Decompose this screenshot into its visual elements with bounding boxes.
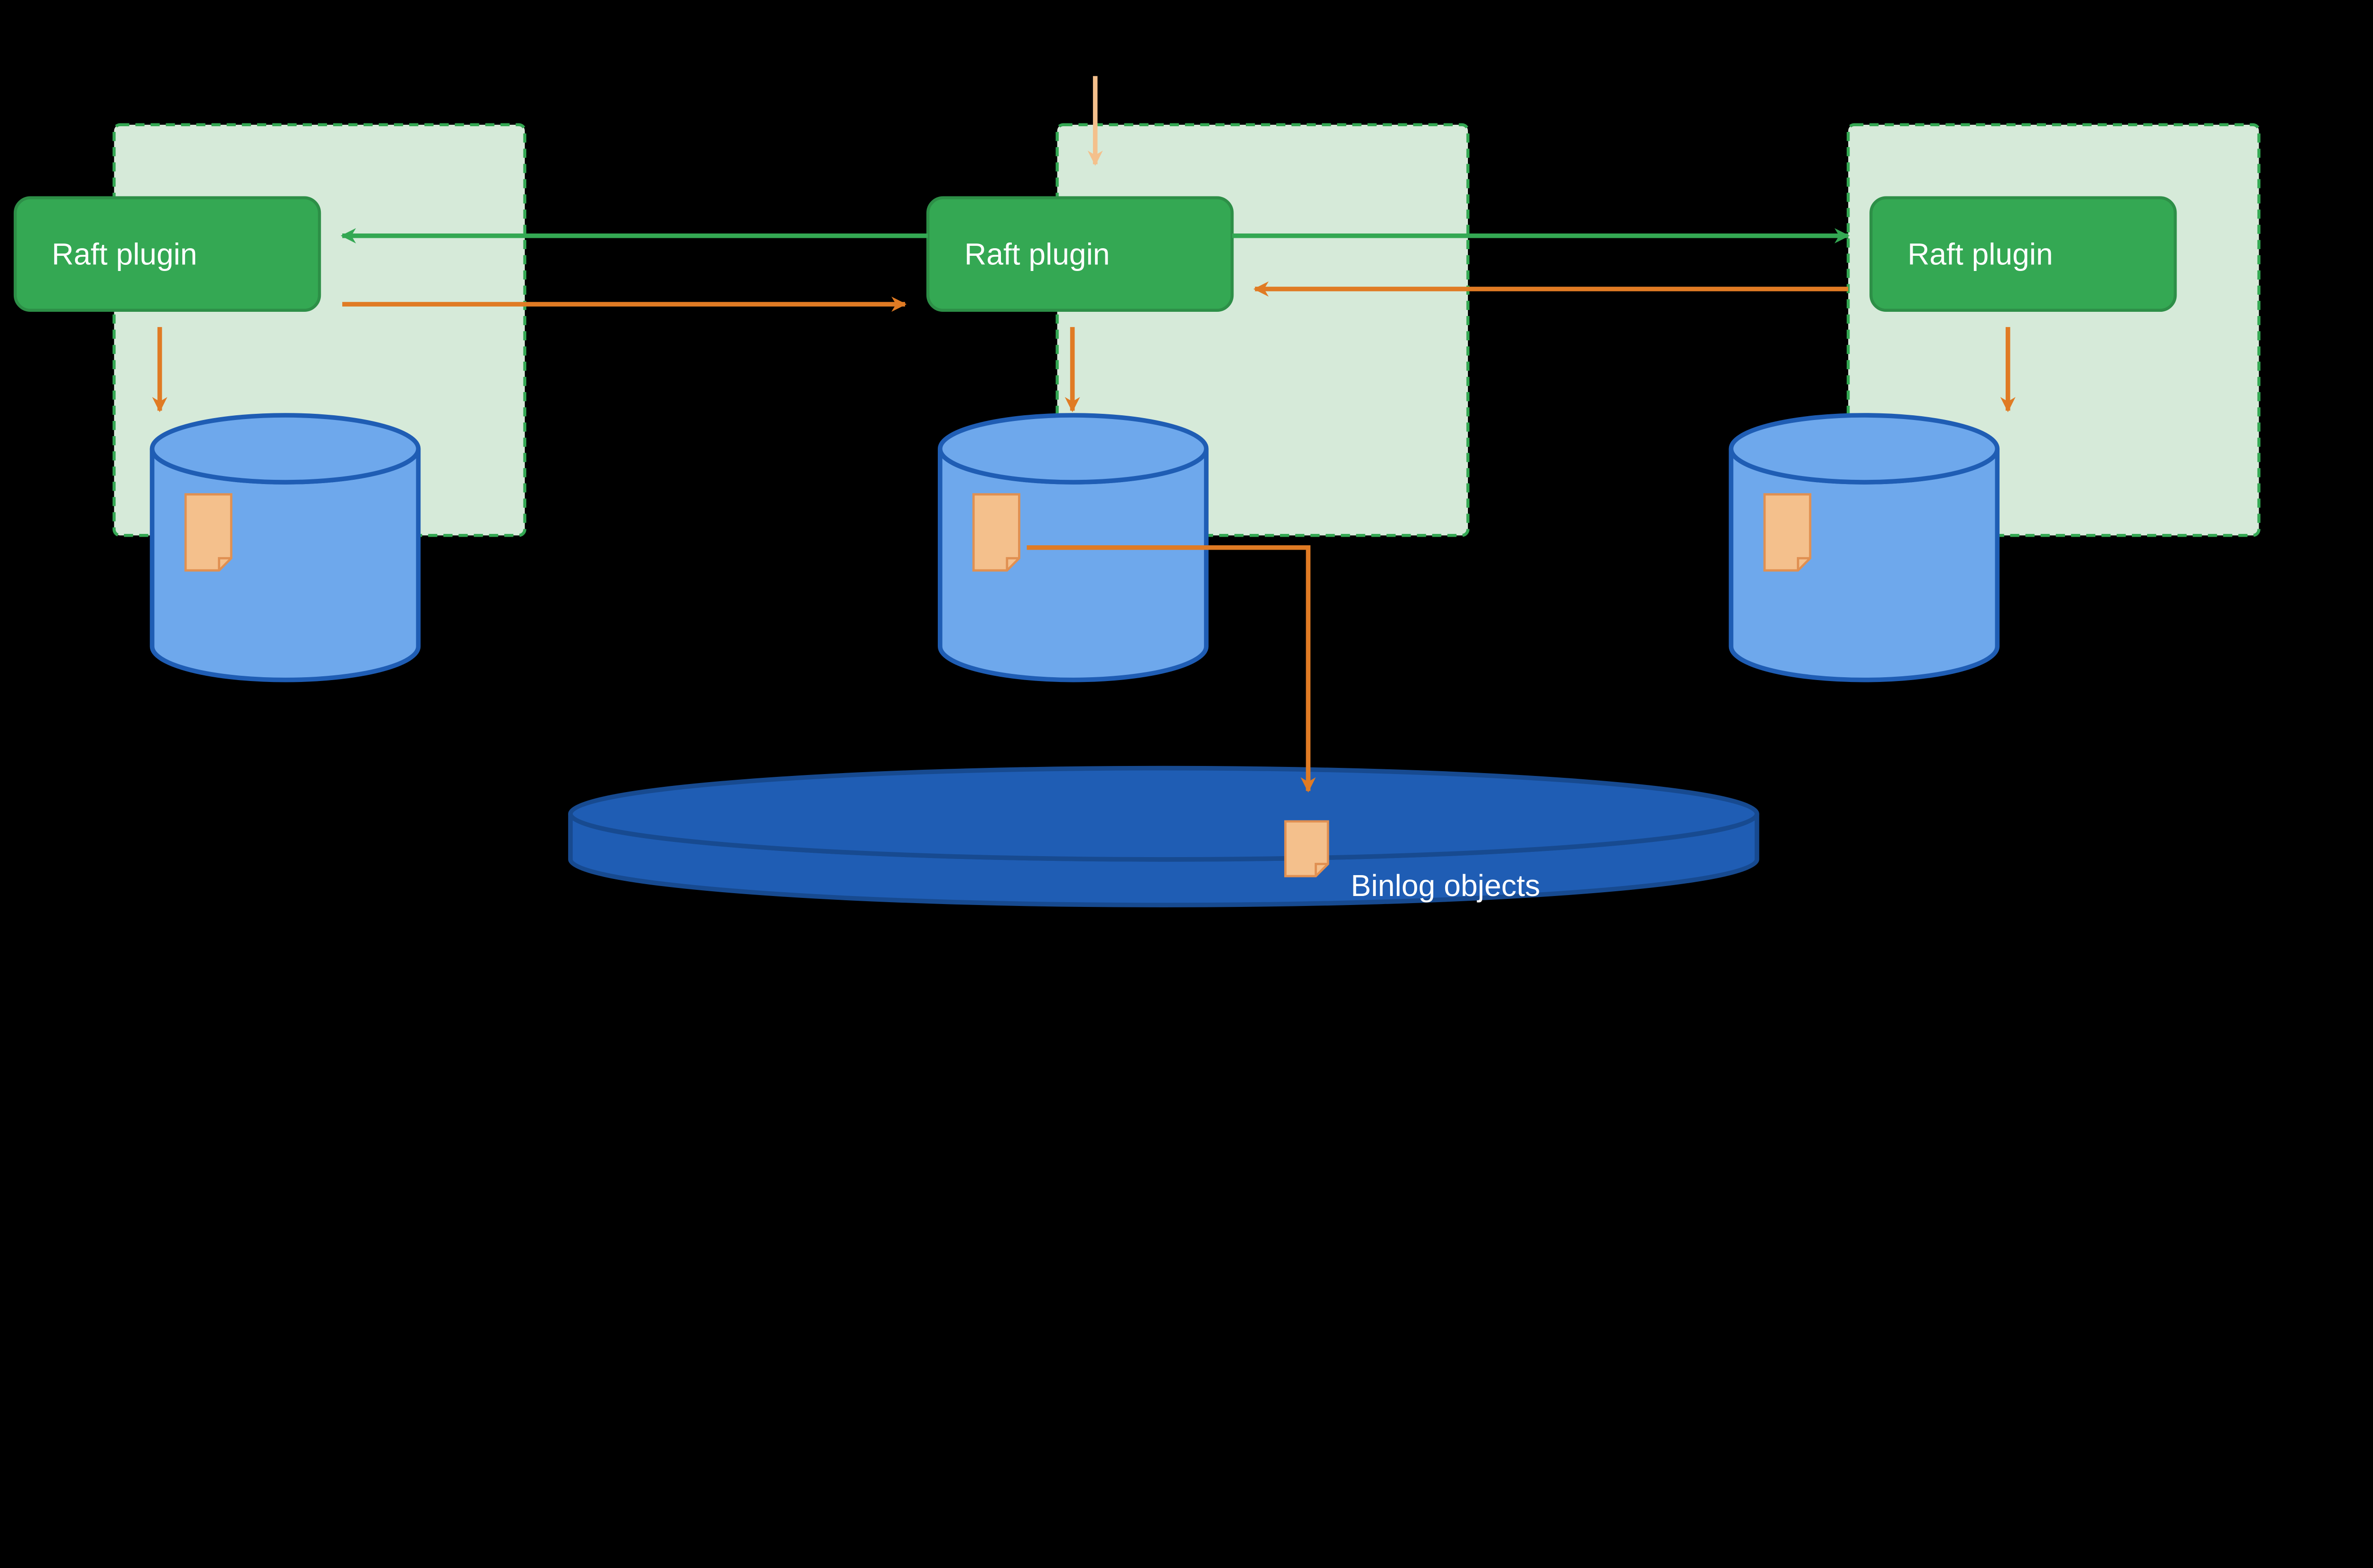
plugin-right-label: Raft plugin [1907,237,2053,271]
note-right [1765,495,1810,570]
binlog-cylinder [570,768,1757,905]
binlog-note [1285,821,1328,876]
plugin-left: Raft plugin [15,198,319,310]
plugin-center: Raft plugin [928,198,1232,310]
diagram-root: Raft plugin Raft plugin Raft plugin Binlog … [0,0,2373,1111]
diagram-svg: Raft plugin Raft plugin Raft plugin Binlog … [0,0,2373,1111]
plugin-left-label: Raft plugin [52,237,197,271]
plugin-right: Raft plugin [1871,198,2175,310]
plugin-center-label: Raft plugin [964,237,1110,271]
binlog-label: Binlog objects [1351,868,1540,903]
note-left [186,495,231,570]
note-center [973,495,1019,570]
